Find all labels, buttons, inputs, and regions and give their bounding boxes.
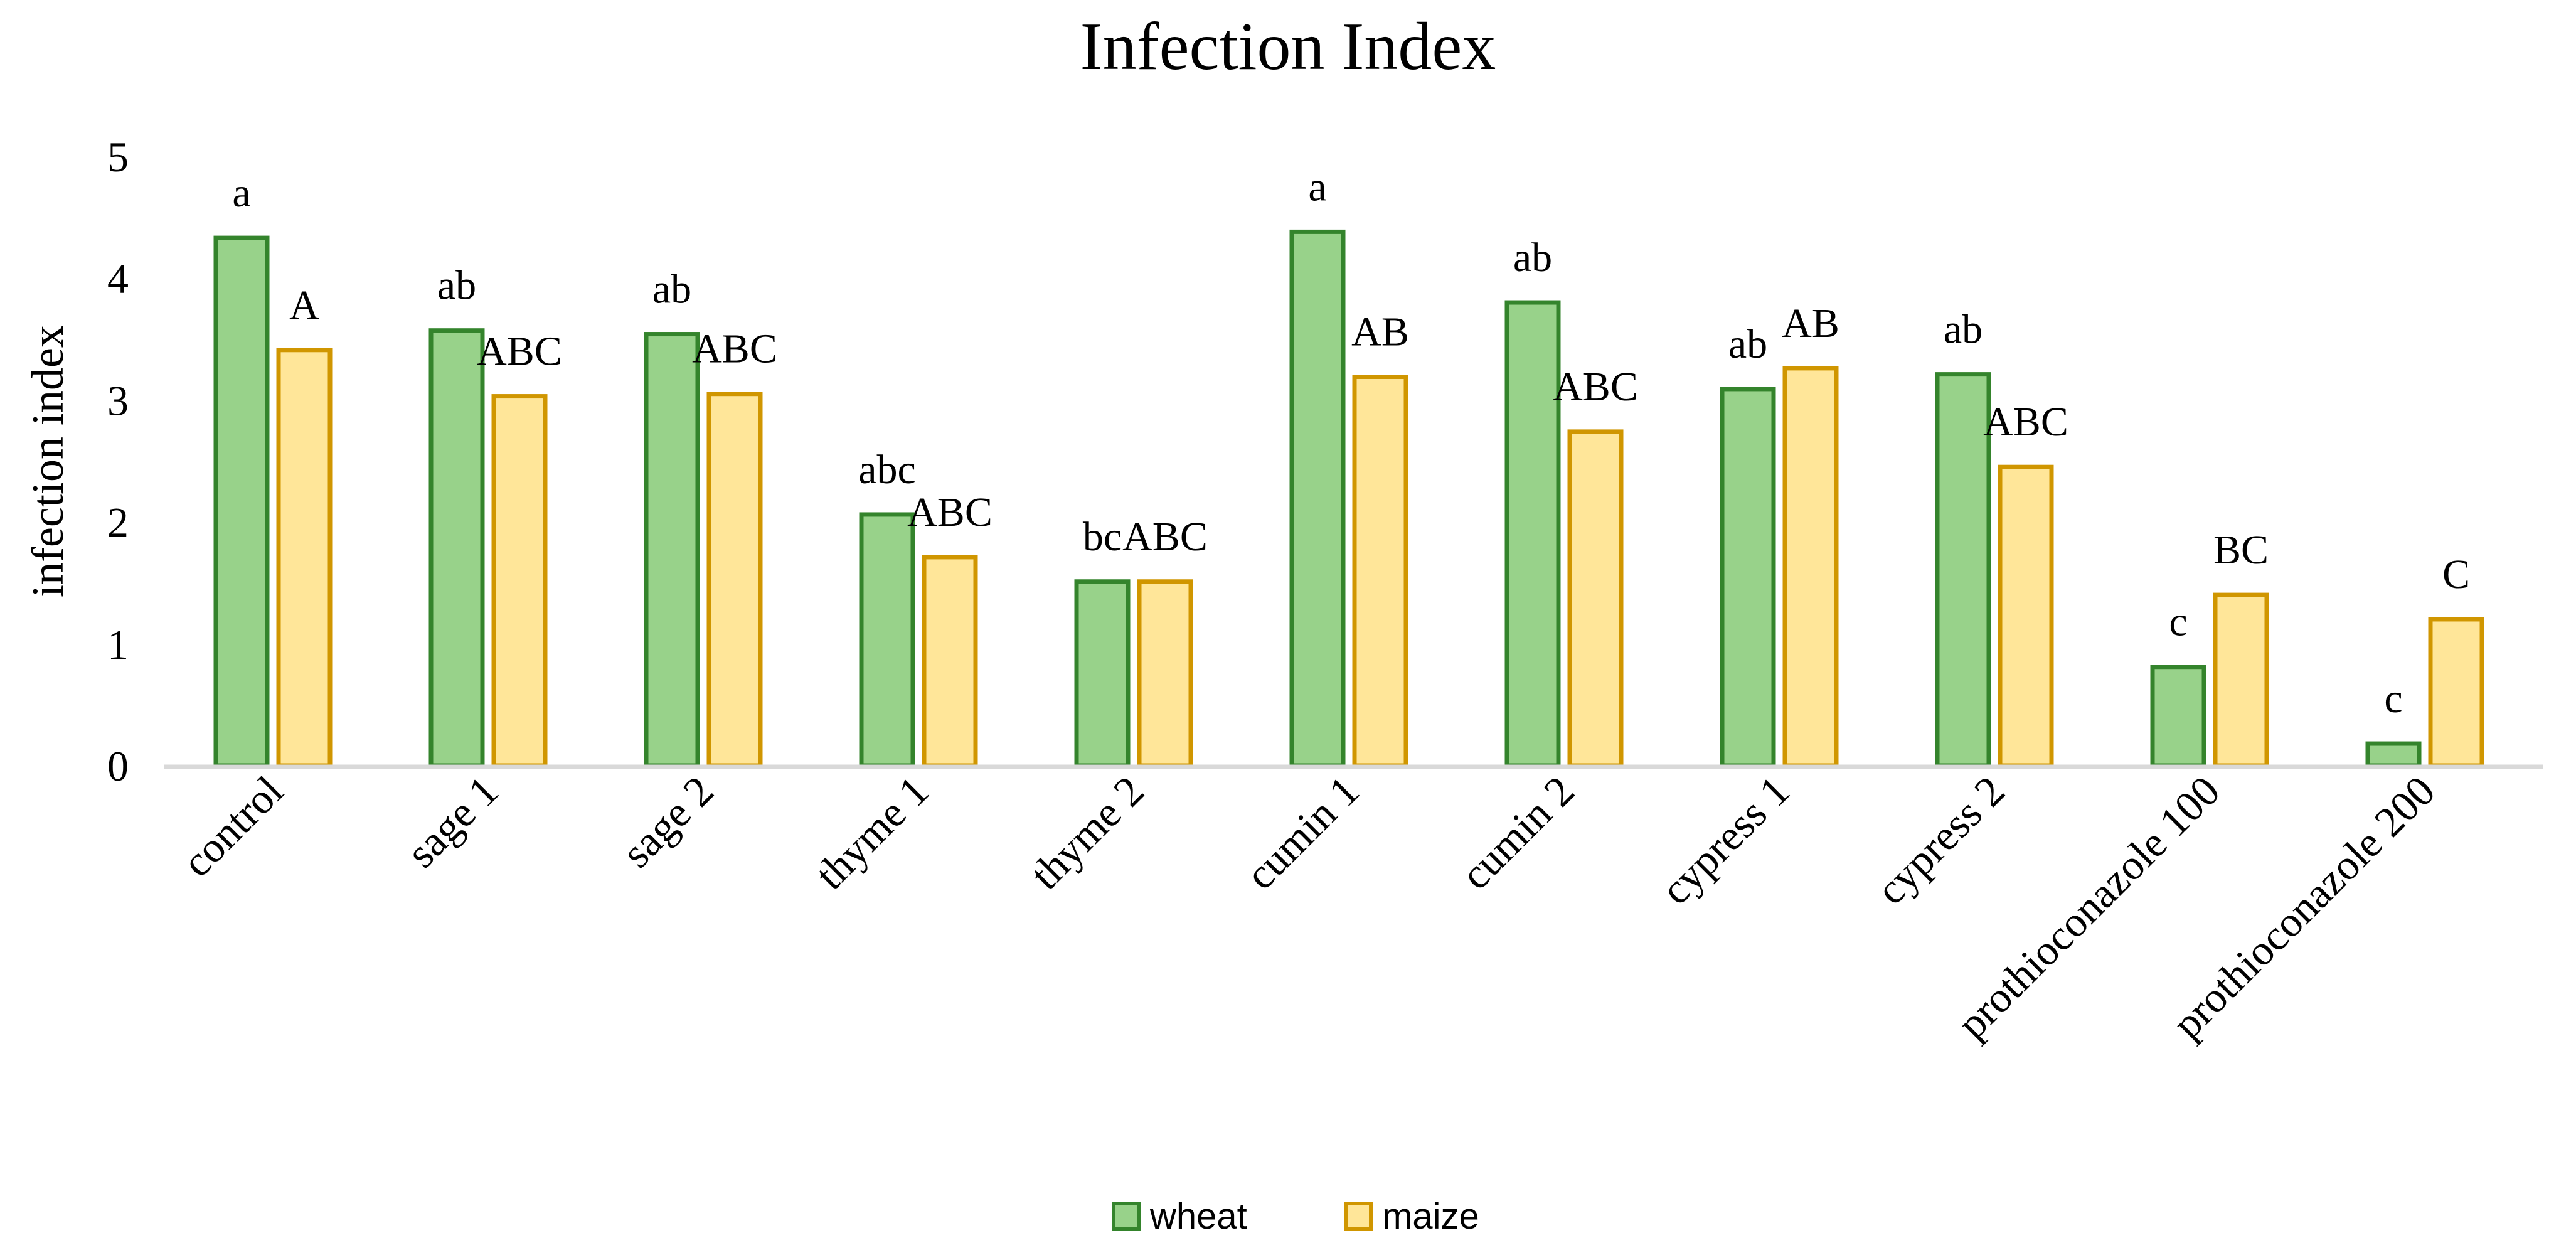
x-tick-label: sage 2 xyxy=(612,767,722,877)
bar-maize xyxy=(1567,429,1624,768)
x-tick-label: cypress 1 xyxy=(1652,767,1799,914)
data-label-maize: ABC xyxy=(692,326,777,372)
data-label-maize: ABC xyxy=(907,489,993,535)
legend-label-wheat: wheat xyxy=(1149,1196,1247,1237)
data-label-wheat: a xyxy=(232,170,250,216)
data-label-wheat: c xyxy=(2384,676,2402,722)
x-tick-label: thyme 2 xyxy=(1021,767,1153,899)
data-label-wheat: c xyxy=(2169,599,2187,645)
bar-wheat xyxy=(428,328,485,768)
y-tick-label: 3 xyxy=(107,376,129,424)
chart-title: Infection Index xyxy=(1080,9,1496,84)
bar-wheat xyxy=(2150,665,2206,768)
y-tick-label: 4 xyxy=(107,255,129,302)
data-label-maize: BC xyxy=(2213,527,2269,573)
data-label-maize: ABC xyxy=(1983,399,2068,445)
bar-maize xyxy=(922,555,978,768)
data-label-wheat: ab xyxy=(1513,235,1552,280)
bar-wheat xyxy=(644,332,700,768)
y-tick-label: 0 xyxy=(107,742,129,790)
bar-wheat xyxy=(1289,229,1346,768)
bar-wheat xyxy=(1720,387,1776,768)
bar-wheat xyxy=(2365,741,2422,768)
data-label-maize: ABC xyxy=(1122,514,1208,560)
bar-wheat xyxy=(859,512,915,768)
bar-wheat xyxy=(1074,579,1131,768)
data-label-wheat: ab xyxy=(1944,307,1983,353)
x-tick-label: sage 1 xyxy=(397,767,507,877)
data-label-wheat: ab xyxy=(652,267,691,312)
y-tick-label: 2 xyxy=(107,499,129,547)
x-tick-label: thyme 1 xyxy=(806,767,938,899)
bar-maize xyxy=(1352,375,1408,768)
y-tick-label: 5 xyxy=(107,133,129,181)
legend-swatch-maize xyxy=(1344,1202,1373,1231)
bar-maize xyxy=(1782,366,1839,768)
bar-wheat xyxy=(1935,372,1991,768)
bar-maize xyxy=(491,394,548,768)
data-label-wheat: ab xyxy=(1728,321,1767,367)
bar-wheat xyxy=(1504,300,1561,768)
bar-maize xyxy=(1998,464,2054,768)
x-tick-label: cypress 2 xyxy=(1867,767,2014,914)
x-tick-label: cumin 1 xyxy=(1237,767,1368,899)
data-label-maize: ABC xyxy=(1553,364,1638,410)
legend-swatch-wheat xyxy=(1112,1202,1141,1231)
y-tick-label: 1 xyxy=(107,621,129,668)
bar-maize xyxy=(706,392,763,768)
bar-maize xyxy=(2428,617,2484,768)
x-tick-label: cumin 2 xyxy=(1452,767,1583,899)
legend-label-maize: maize xyxy=(1382,1196,1479,1237)
data-label-wheat: abc xyxy=(858,447,916,493)
data-label-wheat: ab xyxy=(437,263,476,309)
bar-maize xyxy=(2213,592,2269,768)
data-label-maize: AB xyxy=(1782,301,1839,346)
data-label-wheat: bc xyxy=(1083,514,1122,560)
x-tick-label: control xyxy=(173,767,292,886)
data-label-maize: A xyxy=(289,282,319,328)
data-label-maize: AB xyxy=(1351,309,1409,355)
bar-wheat xyxy=(213,235,270,768)
data-label-maize: ABC xyxy=(477,329,562,375)
bar-maize xyxy=(1137,579,1193,768)
data-label-wheat: a xyxy=(1308,164,1326,210)
bar-maize xyxy=(276,348,333,768)
legend: wheat maize xyxy=(1112,1196,1479,1237)
y-axis-label: infection index xyxy=(23,325,73,597)
data-label-maize: C xyxy=(2442,552,2470,597)
